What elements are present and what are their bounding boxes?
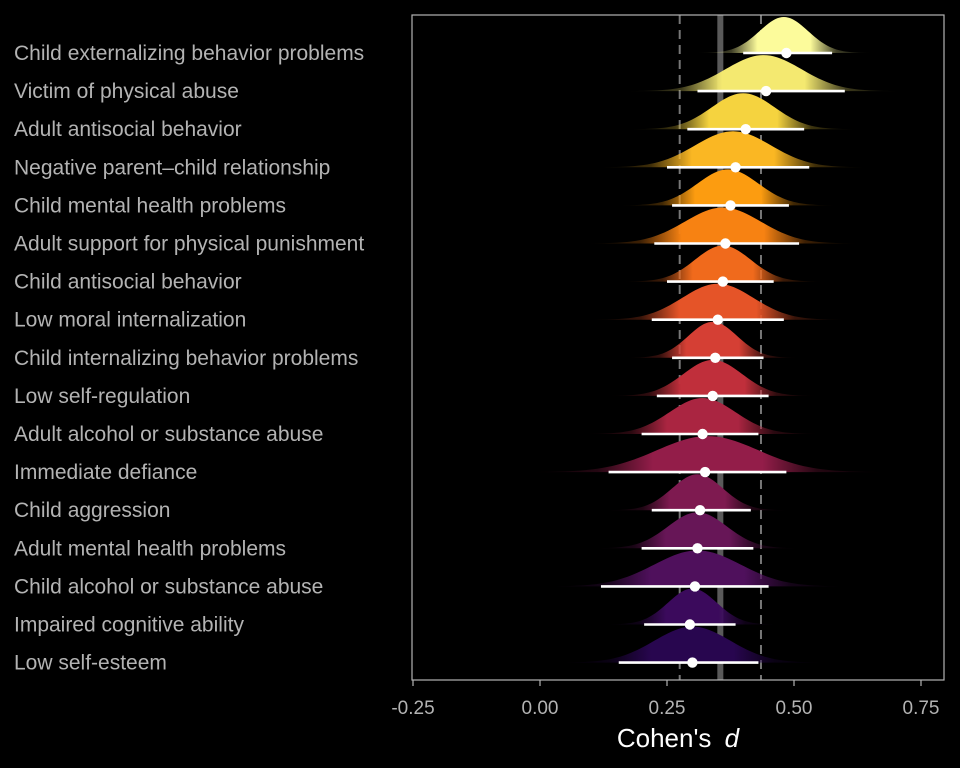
ridge-density xyxy=(595,131,871,168)
ridge-density xyxy=(618,169,838,206)
ridge-density xyxy=(542,550,853,587)
ridge-density xyxy=(606,359,819,396)
category-label: Low self-esteem xyxy=(14,652,167,675)
category-label: Child aggression xyxy=(14,499,170,522)
x-axis-title-text: Cohen's xyxy=(617,723,712,753)
category-label: Impaired cognitive ability xyxy=(14,614,244,637)
ridge-density xyxy=(583,398,822,434)
category-label: Low moral internalization xyxy=(14,309,246,332)
x-axis-title: Cohen's d xyxy=(617,723,741,753)
ridge-density xyxy=(589,283,846,320)
mean-point xyxy=(717,276,729,287)
mean-point xyxy=(730,162,741,173)
category-labels: Child externalizing behavior problems Vic… xyxy=(14,42,364,675)
ridge-density xyxy=(524,436,891,473)
category-label: Child mental health problems xyxy=(14,194,286,217)
ridge-density xyxy=(604,588,781,625)
category-label: Child antisocial behavior xyxy=(14,271,242,294)
mean-point xyxy=(689,581,701,592)
ridge-density xyxy=(555,626,830,663)
category-label: Adult mental health problems xyxy=(14,537,286,560)
category-label: Adult antisocial behavior xyxy=(14,118,242,141)
mean-point xyxy=(712,314,723,325)
x-tick-label: 0.75 xyxy=(903,698,940,719)
ridge-density xyxy=(626,55,901,92)
ridge-density xyxy=(696,17,872,53)
mean-point xyxy=(781,47,792,59)
mean-point xyxy=(760,85,772,97)
ridge-density xyxy=(624,321,801,358)
mean-point xyxy=(687,657,698,668)
mean-point xyxy=(725,200,736,211)
mean-point xyxy=(697,428,708,440)
x-axis: -0.25 0.00 0.25 0.50 0.75 xyxy=(391,680,939,719)
category-label: Adult support for physical punishment xyxy=(14,233,364,256)
category-label: Victim of physical abuse xyxy=(14,80,239,103)
category-label: Child externalizing behavior problems xyxy=(14,42,364,65)
category-label: Negative parent–child relationship xyxy=(14,156,330,179)
mean-point xyxy=(710,352,721,363)
ridge-density xyxy=(629,93,857,130)
ridge-density xyxy=(585,207,861,244)
mean-point xyxy=(694,505,706,516)
category-label: Child internalizing behavior problems xyxy=(14,347,358,370)
x-tick-label: -0.25 xyxy=(391,698,434,719)
ridges xyxy=(524,17,901,663)
mean-point xyxy=(699,466,711,478)
plot-frame xyxy=(411,14,945,681)
mean-point xyxy=(707,390,718,402)
category-label: Child alcohol or substance abuse xyxy=(14,575,323,598)
mean-point xyxy=(692,543,703,554)
x-tick-label: 0.25 xyxy=(649,698,686,719)
mean-point xyxy=(684,619,696,630)
mean-point xyxy=(720,238,731,249)
intervals xyxy=(600,47,845,668)
category-label: Low self-regulation xyxy=(14,385,190,408)
x-tick-label: 0.00 xyxy=(522,698,559,719)
ridge-density xyxy=(591,512,804,549)
ridge-density xyxy=(622,245,824,282)
mean-point xyxy=(740,124,751,135)
ridge-density xyxy=(606,474,789,511)
x-axis-title-italic: d xyxy=(725,723,741,753)
x-tick-label: 0.50 xyxy=(776,698,813,719)
category-label: Adult alcohol or substance abuse xyxy=(14,423,323,446)
category-label: Immediate defiance xyxy=(14,461,197,484)
